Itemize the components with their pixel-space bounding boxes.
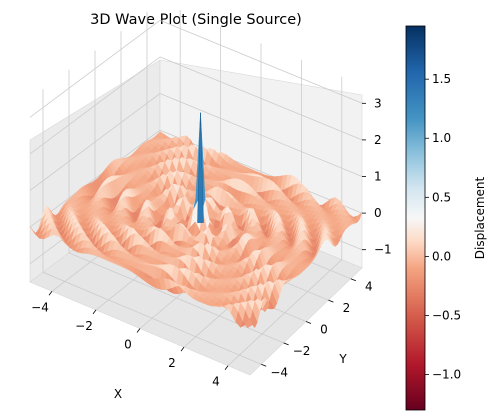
y-tick-label: 4: [365, 280, 373, 294]
y-tick-label: −4: [270, 365, 288, 379]
y-axis-label: Y: [338, 352, 347, 366]
colorbar-tick-label: 0.0: [432, 249, 451, 263]
x-tick-mark: [48, 291, 53, 296]
colorbar-label: Displacement: [473, 176, 487, 259]
x-tick-label: −2: [75, 319, 93, 333]
y-tick-label: 0: [320, 323, 328, 337]
y-grid-line: [42, 89, 262, 365]
z-tick-label: −1: [374, 243, 392, 257]
y-tick-mark: [328, 299, 334, 303]
y-tick-mark: [305, 321, 312, 324]
x-tick-mark: [180, 346, 185, 352]
x-tick-mark: [224, 365, 229, 370]
x-tick-label: −4: [31, 300, 49, 314]
colorbar-tick-label: 1.0: [432, 131, 451, 145]
colorbar-ticks: −1.0 −0.5 0.0 0.5 1.0 1.5: [425, 72, 461, 382]
x-tick-label: 0: [124, 338, 132, 352]
source-peak: [197, 112, 204, 223]
z-tick-label: 1: [374, 170, 382, 184]
x-axis-label: X: [114, 387, 122, 401]
colorbar-tick-label: 0.5: [432, 190, 451, 204]
x-tick-label: 2: [168, 356, 176, 370]
z-tick-label: 0: [374, 206, 382, 220]
z-tick-label: 3: [374, 96, 382, 110]
x-grid-line: [227, 76, 343, 366]
colorbar-tick-label: −0.5: [432, 308, 461, 322]
x-tick-mark: [92, 309, 97, 315]
y-tick-label: −2: [293, 344, 311, 358]
y-tick-label: 2: [343, 301, 351, 315]
x-tick-mark: [136, 328, 141, 333]
colorbar: −1.0 −0.5 0.0 0.5 1.0 1.5 Displacement: [405, 25, 487, 411]
y-tick-mark: [261, 363, 267, 367]
surface-plot: [29, 112, 363, 329]
x-tick-label: 4: [212, 375, 220, 389]
z-tick-label: 2: [374, 133, 382, 147]
chart-title: 3D Wave Plot (Single Source): [90, 12, 302, 28]
colorbar-tick-label: 1.5: [432, 72, 451, 86]
surface-patch: [244, 317, 253, 328]
y-grid-line: [68, 69, 284, 344]
y-tick-mark: [283, 342, 289, 346]
colorbar-tick-label: −1.0: [432, 368, 461, 382]
y-tick-mark: [350, 278, 356, 282]
colorbar-gradient: [405, 25, 426, 411]
